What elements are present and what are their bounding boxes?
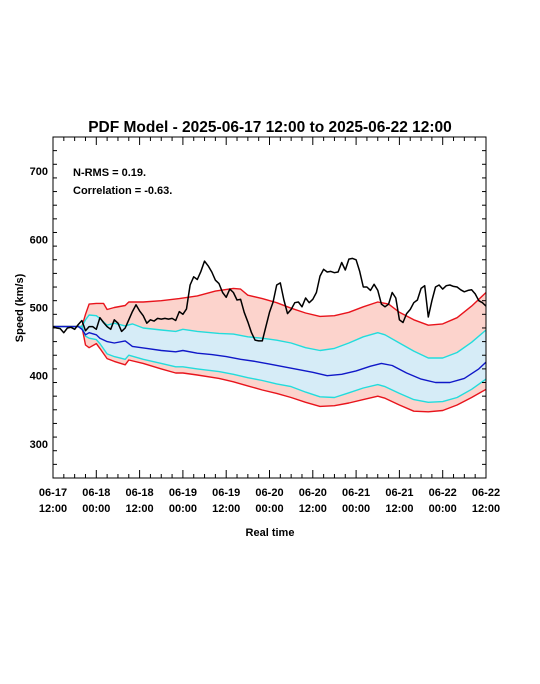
x-tick-label: 06-17: [39, 487, 67, 499]
x-tick-label: 06-20: [299, 487, 327, 499]
x-tick-label: 12:00: [299, 503, 327, 515]
x-tick-label: 06-18: [82, 487, 110, 499]
chart-title: PDF Model - 2025-06-17 12:00 to 2025-06-…: [88, 119, 452, 136]
lower-outer-line: [53, 325, 486, 413]
x-tick-label: 12:00: [126, 503, 154, 515]
x-tick-label: 06-20: [255, 487, 283, 499]
x-tick-label: 06-22: [429, 487, 457, 499]
x-tick-label: 00:00: [342, 503, 370, 515]
observed-line: [53, 257, 486, 342]
x-tick-label: 00:00: [255, 503, 283, 515]
x-tick-label: 06-21: [385, 487, 413, 499]
upper-outer-line: [53, 287, 486, 328]
x-tick-label: 12:00: [39, 503, 67, 515]
x-tick-label: 12:00: [385, 503, 413, 515]
x-tick-label: 06-18: [126, 487, 154, 499]
x-tick-label: 12:00: [472, 503, 500, 515]
median-line: [53, 325, 486, 384]
x-tick-label: 06-19: [169, 487, 197, 499]
annotation-correlation: Correlation = -0.63.: [73, 185, 172, 197]
y-tick-label: 400: [30, 371, 48, 383]
y-tick-label: 600: [30, 234, 48, 246]
inner-band: [53, 315, 486, 403]
x-tick-label: 06-19: [212, 487, 240, 499]
y-tick-label: 700: [30, 166, 48, 178]
plot-area: [53, 257, 486, 413]
annotation-nrms: N-RMS = 0.19.: [73, 167, 146, 179]
lower-inner-line: [53, 325, 486, 403]
x-tick-label: 06-22: [472, 487, 500, 499]
x-axis-label: Real time: [246, 527, 295, 539]
x-tick-label: 00:00: [429, 503, 457, 515]
y-tick-label: 300: [30, 439, 48, 451]
y-tick-label: 500: [30, 303, 48, 315]
x-tick-label: 12:00: [212, 503, 240, 515]
x-tick-label: 00:00: [82, 503, 110, 515]
x-tick-label: 06-21: [342, 487, 370, 499]
axes: 300 400 500 600 700 06-17 12:00 06-18 00:00 06-18…: [30, 137, 500, 515]
x-tick-label: 00:00: [169, 503, 197, 515]
y-axis-label: Speed (km/s): [14, 273, 26, 342]
